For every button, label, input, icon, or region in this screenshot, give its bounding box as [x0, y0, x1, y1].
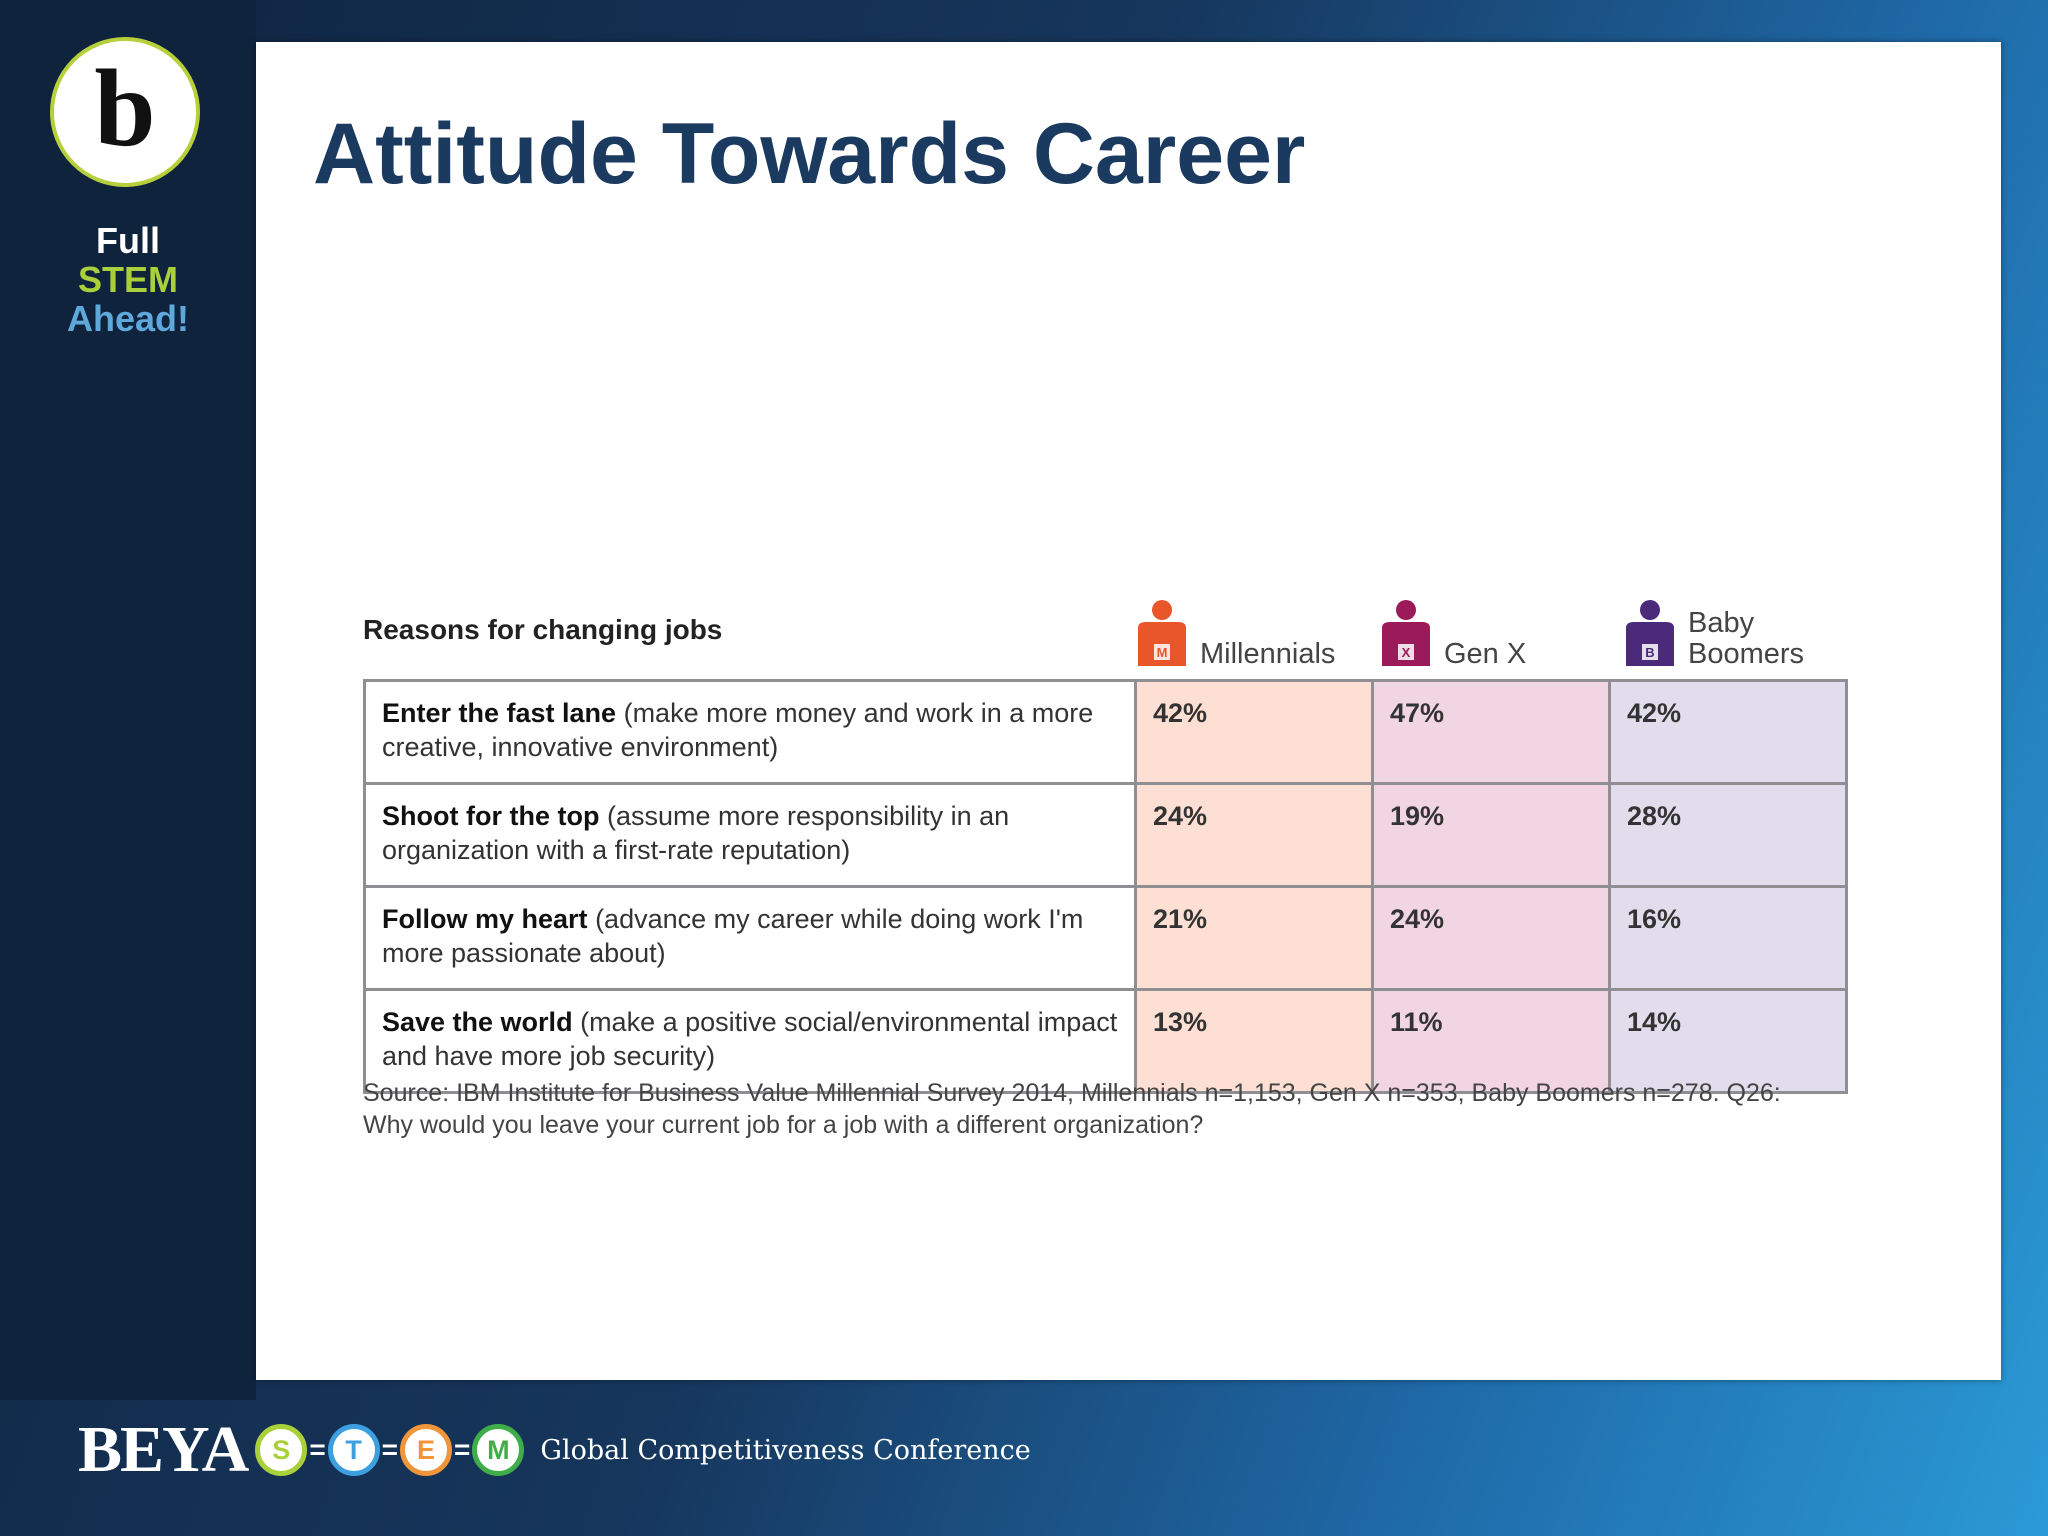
table-caption: Reasons for changing jobs	[363, 614, 723, 645]
separator: =	[309, 1434, 326, 1465]
reason-lead: Shoot for the top	[382, 801, 600, 831]
icon-badge	[1642, 644, 1658, 660]
icon-head	[1640, 600, 1660, 620]
person-icon: B	[1626, 600, 1674, 666]
value-cell: 13%	[1134, 988, 1374, 1094]
reason-cell: Enter the fast lane (make more money and…	[363, 679, 1137, 785]
column-header: B Baby Boomers	[1622, 592, 1862, 670]
reason-lead: Save the world	[382, 1007, 573, 1037]
stem-letter: E	[400, 1424, 453, 1476]
column-label: Baby Boomers	[1688, 607, 1805, 670]
tagline: STEM	[77, 259, 178, 300]
column-label: Gen X	[1444, 638, 1527, 670]
icon-head	[1396, 600, 1416, 620]
reason-cell: Follow my heart (advance my career while…	[363, 885, 1137, 991]
icon-badge	[1398, 644, 1414, 660]
column-label: Millennials	[1200, 638, 1336, 670]
table-row: Save the world (make a positive social/e…	[363, 988, 1848, 1094]
stem-letters: S = T = E = M	[255, 1424, 525, 1476]
value-cell: 19%	[1371, 782, 1611, 888]
icon-letter: X	[1402, 645, 1411, 660]
column-header: M Millennials	[1134, 592, 1374, 670]
value-cell: 11%	[1371, 988, 1611, 1094]
table-row: Shoot for the top (assume more responsib…	[363, 782, 1848, 888]
value-cell: 42%	[1134, 679, 1374, 785]
tagline: Full	[96, 220, 160, 261]
value-cell: 42%	[1608, 679, 1848, 785]
person-icon: X	[1382, 600, 1430, 666]
icon-letter: B	[1645, 645, 1654, 660]
value-cell: 28%	[1608, 782, 1848, 888]
reason-lead: Enter the fast lane	[382, 698, 617, 728]
icon-letter: M	[1157, 645, 1168, 660]
reason-detail: (make a positive social/environmental im…	[382, 1007, 1118, 1071]
tagline: Ahead!	[66, 298, 189, 339]
value-cell: 24%	[1371, 885, 1611, 991]
value-cell: 14%	[1608, 988, 1848, 1094]
table-row: Enter the fast lane (make more money and…	[363, 679, 1848, 785]
value-cell: 16%	[1608, 885, 1848, 991]
reason-detail: (advance my career while doing work I'm …	[382, 904, 1084, 968]
separator: =	[381, 1434, 399, 1465]
icon-badge	[1154, 644, 1170, 660]
table-row: Follow my heart (advance my career while…	[363, 885, 1848, 991]
stem-letter: T	[327, 1424, 380, 1476]
value-cell: 24%	[1134, 782, 1374, 888]
column-header: X Gen X	[1378, 592, 1618, 670]
value-cell: 47%	[1371, 679, 1611, 785]
footer: BEYA S = T = E = M Global Competitiveness Conf…	[78, 1413, 1031, 1486]
person-icon: M	[1138, 600, 1186, 666]
reason-cell: Save the world (make a positive social/e…	[363, 988, 1137, 1094]
slide-title: Attitude Towards Career	[313, 106, 1306, 202]
logo: b	[50, 37, 200, 187]
stem-letter: M	[472, 1424, 525, 1476]
brand: BEYA	[78, 1413, 249, 1486]
reason-lead: Follow my heart	[382, 904, 588, 934]
sidebar	[0, 0, 256, 1400]
icon-head	[1152, 600, 1172, 620]
source-note: Source: IBM Institute for Business Value…	[363, 1079, 1781, 1139]
data-table: Enter the fast lane (make more money and…	[363, 679, 1848, 1094]
reason-cell: Shoot for the top (assume more responsib…	[363, 782, 1137, 888]
reason-detail: (make more money and work in a more crea…	[382, 698, 1094, 762]
stem-letter: S	[255, 1424, 308, 1476]
reason-detail: (assume more responsibility in an organi…	[382, 801, 1010, 865]
separator: =	[454, 1434, 471, 1465]
conference-name: Global Competitiveness Conference	[540, 1434, 1031, 1466]
value-cell: 21%	[1134, 885, 1374, 991]
